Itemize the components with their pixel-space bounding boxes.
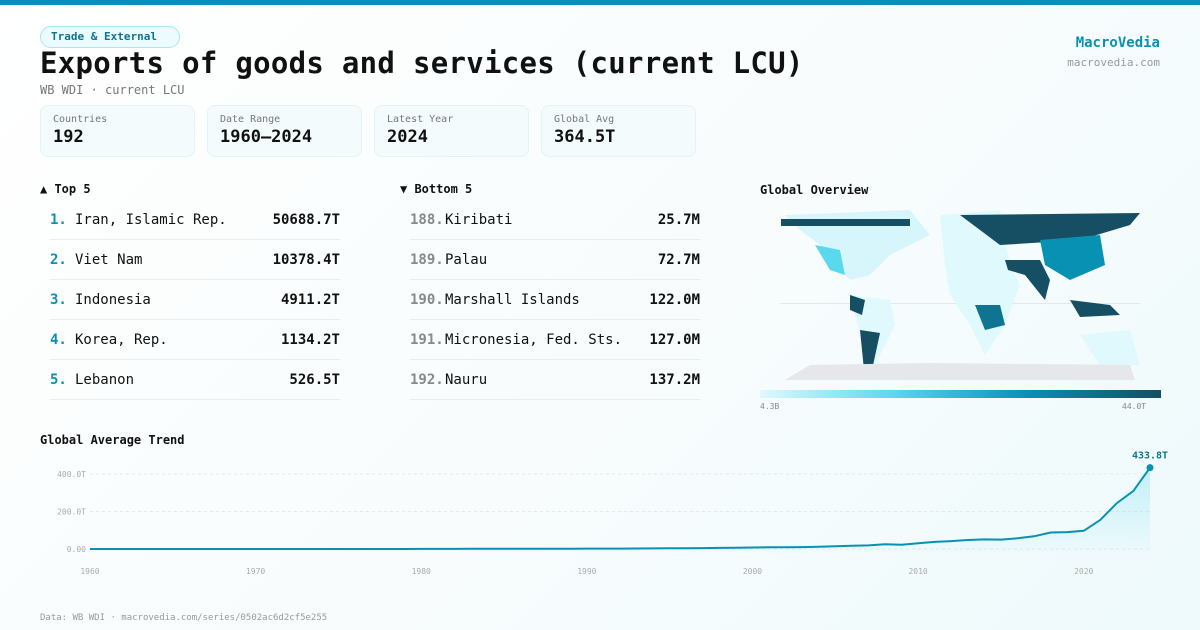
rank-number: 190. <box>410 291 444 308</box>
country-name: Palau <box>445 251 488 268</box>
y-tick-label: 0.00 <box>67 545 86 554</box>
bottom5-heading: ▼ Bottom 5 <box>400 182 473 196</box>
country-value: 25.7M <box>657 211 700 228</box>
last-value-label: 433.8T <box>1132 451 1168 462</box>
ranking-row[interactable]: 4. Korea, Rep. 1134.2T <box>50 320 340 360</box>
country-name: Micronesia, Fed. Sts. <box>445 331 623 348</box>
country-value: 526.5T <box>289 371 340 388</box>
country-value: 122.0M <box>649 291 700 308</box>
legend-min: 4.3B <box>760 402 780 411</box>
region-argentina[interactable] <box>860 330 880 370</box>
region-china[interactable] <box>1040 235 1105 280</box>
rank-number: 3. <box>50 291 67 308</box>
stat-value: 2024 <box>387 127 428 147</box>
ranking-row[interactable]: 191. Micronesia, Fed. Sts. 127.0M <box>410 320 700 360</box>
region-india-mideast[interactable] <box>1005 260 1050 300</box>
stat-latest-year: Latest Year 2024 <box>374 105 529 157</box>
rank-number: 188. <box>410 211 444 228</box>
stat-label: Countries <box>53 114 108 125</box>
country-name: Marshall Islands <box>445 291 580 308</box>
stat-date-range: Date Range 1960–2024 <box>207 105 362 157</box>
country-value: 10378.4T <box>272 251 340 268</box>
rank-number: 4. <box>50 331 67 348</box>
stat-global-avg: Global Avg 364.5T <box>541 105 696 157</box>
x-tick-label: 1990 <box>577 567 596 576</box>
stat-value: 364.5T <box>554 127 616 147</box>
country-value: 137.2M <box>649 371 700 388</box>
x-tick-label: 1960 <box>80 567 99 576</box>
country-name: Viet Nam <box>75 251 143 268</box>
last-point-marker[interactable] <box>1146 464 1154 472</box>
ranking-row[interactable]: 3. Indonesia 4911.2T <box>50 280 340 320</box>
stat-label: Date Range <box>220 114 281 125</box>
region-australia[interactable] <box>1080 330 1140 365</box>
x-tick-label: 1970 <box>246 567 265 576</box>
y-tick-label: 200.0T <box>57 508 86 517</box>
stat-value: 1960–2024 <box>220 127 313 147</box>
rank-number: 192. <box>410 371 444 388</box>
ranking-row[interactable]: 5. Lebanon 526.5T <box>50 360 340 400</box>
region-russia-asia[interactable] <box>960 213 1140 245</box>
map-heading: Global Overview <box>760 183 869 197</box>
stat-label: Latest Year <box>387 114 454 125</box>
stat-label: Global Avg <box>554 114 615 125</box>
country-name: Iran, Islamic Rep. <box>75 211 227 228</box>
ranking-row[interactable]: 189. Palau 72.7M <box>410 240 700 280</box>
stat-value: 192 <box>53 127 84 147</box>
region-central-africa[interactable] <box>975 305 1005 330</box>
rank-number: 5. <box>50 371 67 388</box>
top5-heading: ▲ Top 5 <box>40 182 91 196</box>
ranking-row[interactable]: 190. Marshall Islands 122.0M <box>410 280 700 320</box>
region-southeast-asia[interactable] <box>1070 300 1120 317</box>
country-value: 72.7M <box>657 251 700 268</box>
ranking-row[interactable]: 2. Viet Nam 10378.4T <box>50 240 340 280</box>
region-antarctica <box>785 363 1135 380</box>
trend-heading: Global Average Trend <box>40 433 185 447</box>
map-color-legend <box>760 390 1161 398</box>
country-name: Korea, Rep. <box>75 331 168 348</box>
country-value: 1134.2T <box>280 331 340 348</box>
brand-logo[interactable]: MacroVedia <box>1075 35 1160 51</box>
country-name: Lebanon <box>75 371 135 388</box>
region-mexico[interactable] <box>815 245 845 275</box>
y-tick-label: 400.0T <box>57 470 86 479</box>
stat-countries: Countries 192 <box>40 105 195 157</box>
region-north-america[interactable] <box>785 210 930 280</box>
x-tick-label: 1980 <box>412 567 431 576</box>
x-tick-label: 2010 <box>908 567 927 576</box>
ranking-row[interactable]: 192. Nauru 137.2M <box>410 360 700 400</box>
rank-number: 189. <box>410 251 444 268</box>
region-colombia[interactable] <box>850 295 865 315</box>
x-tick-label: 2000 <box>743 567 762 576</box>
rank-number: 2. <box>50 251 67 268</box>
trend-line <box>90 467 1151 550</box>
top-accent-bar <box>0 0 1200 5</box>
page-subtitle: WB WDI · current LCU <box>40 83 185 97</box>
ranking-row[interactable]: 188. Kiribati 25.7M <box>410 200 700 240</box>
region-usa-band[interactable] <box>781 219 910 226</box>
rank-number: 191. <box>410 331 444 348</box>
category-badge[interactable]: Trade & External <box>40 26 180 48</box>
trend-area <box>90 467 1150 553</box>
country-value: 4911.2T <box>280 291 340 308</box>
world-map[interactable] <box>780 205 1140 380</box>
legend-max: 44.0T <box>1122 402 1147 411</box>
ranking-row[interactable]: 1. Iran, Islamic Rep. 50688.7T <box>50 200 340 240</box>
footer-source: Data: WB WDI · macrovedia.com/series/050… <box>40 613 328 623</box>
country-name: Indonesia <box>75 291 151 308</box>
brand-url[interactable]: macrovedia.com <box>1067 56 1160 69</box>
country-value: 50688.7T <box>272 211 340 228</box>
country-name: Nauru <box>445 371 488 388</box>
trend-chart[interactable]: 0.00 200.0T 400.0T 1960 1970 1980 1990 2000 2010… <box>0 440 1200 590</box>
country-name: Kiribati <box>445 211 513 228</box>
rank-number: 1. <box>50 211 67 228</box>
page-title: Exports of goods and services (current L… <box>40 46 804 80</box>
country-value: 127.0M <box>649 331 700 348</box>
x-tick-label: 2020 <box>1074 567 1093 576</box>
